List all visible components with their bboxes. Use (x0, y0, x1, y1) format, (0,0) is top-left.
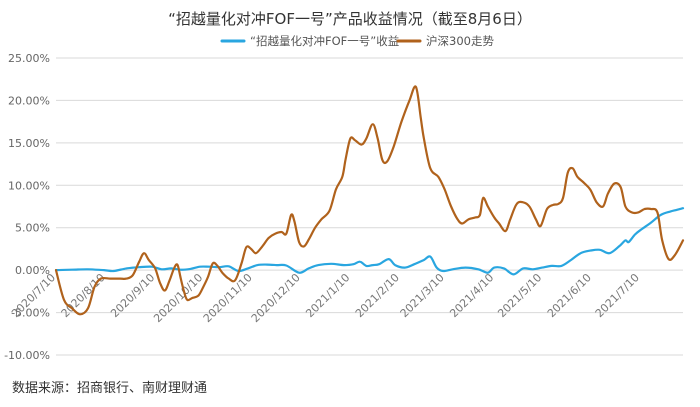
legend-label: 沪深300走势 (426, 34, 494, 48)
legend: “招越量化对冲FOF一号”收益 沪深300走势 (220, 34, 494, 48)
y-tick-label: 0.00% (15, 264, 50, 277)
csi300-line (54, 85, 685, 316)
y-tick-label: 10.00% (8, 179, 50, 192)
fund-return-line (54, 207, 685, 276)
y-tick-label: -5.00% (11, 307, 50, 320)
y-tick-label: 5.00% (15, 222, 50, 235)
y-tick-label: 15.00% (8, 137, 50, 150)
y-axis: -10.00% -5.00% 0.00% 5.00% 10.00% 15.00% 20.00… (4, 52, 50, 362)
y-tick-label: 25.00% (8, 52, 50, 65)
x-axis: 2020/7/10 2020/8/10 2020/9/102020/10/10202… (9, 271, 642, 325)
legend-label: “招越量化对冲FOF一号”收益 (250, 34, 399, 48)
y-tick-label: 20.00% (8, 94, 50, 107)
x-tick-label: 2020/12/10 (249, 271, 303, 325)
series (54, 85, 685, 316)
chart-title: “招越量化对冲FOF一号”产品收益情况（截至8月6日） (168, 10, 532, 28)
y-tick-label: -10.00% (4, 349, 50, 362)
source-note: 数据来源：招商银行、南财理财通 (12, 380, 207, 396)
